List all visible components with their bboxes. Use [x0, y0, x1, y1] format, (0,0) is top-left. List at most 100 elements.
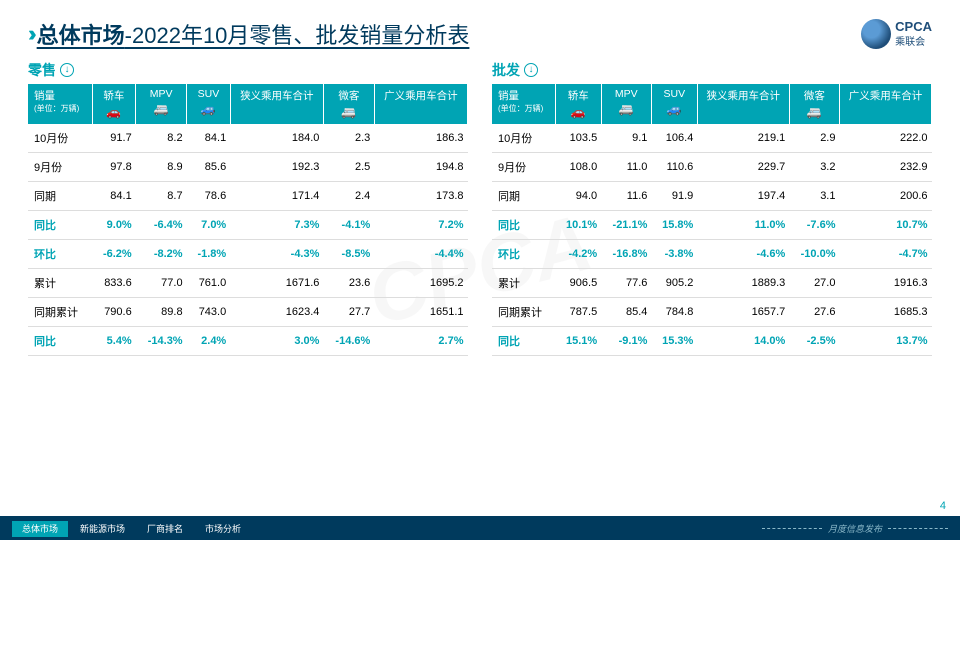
- row-label: 9月份: [28, 153, 92, 182]
- footer-tab[interactable]: 总体市场: [12, 521, 68, 537]
- cell: -21.1%: [601, 211, 651, 240]
- cell: 14.0%: [697, 327, 789, 356]
- cell: 2.9: [789, 124, 839, 153]
- cell: 7.3%: [230, 211, 323, 240]
- col-header: 轿车🚗: [555, 84, 601, 124]
- footer-tabs: 总体市场新能源市场厂商排名市场分析: [12, 522, 253, 535]
- cell: 10.7%: [839, 211, 931, 240]
- col-header: 销量(单位：万辆): [492, 84, 555, 124]
- content: 零售 ↓ 销量(单位：万辆)轿车🚗MPV🚐SUV🚙狭义乘用车合计微客🚐广义乘用车…: [28, 60, 932, 502]
- col-header: 销量(单位：万辆): [28, 84, 92, 124]
- cell: 89.8: [136, 298, 187, 327]
- cell: 219.1: [697, 124, 789, 153]
- cell: -16.8%: [601, 240, 651, 269]
- cell: 77.0: [136, 269, 187, 298]
- cell: 222.0: [839, 124, 931, 153]
- footer: 总体市场新能源市场厂商排名市场分析 月度信息发布: [0, 516, 960, 540]
- cell: 11.0: [601, 153, 651, 182]
- table-row: 10月份91.78.284.1184.02.3186.3: [28, 124, 468, 153]
- cell: 1685.3: [839, 298, 931, 327]
- table-row: 累计833.677.0761.01671.623.61695.2: [28, 269, 468, 298]
- retail-table: 销量(单位：万辆)轿车🚗MPV🚐SUV🚙狭义乘用车合计微客🚐广义乘用车合计 10…: [28, 84, 468, 356]
- cell: -4.1%: [323, 211, 374, 240]
- row-label: 累计: [492, 269, 555, 298]
- table-row: 同期累计790.689.8743.01623.427.71651.1: [28, 298, 468, 327]
- cell: 27.7: [323, 298, 374, 327]
- page-number: 4: [940, 500, 946, 512]
- footer-tab[interactable]: 市场分析: [195, 521, 251, 537]
- table-row: 同比10.1%-21.1%15.8%11.0%-7.6%10.7%: [492, 211, 932, 240]
- cell: -8.2%: [136, 240, 187, 269]
- panel-title-text: 零售: [28, 60, 56, 80]
- row-label: 同期累计: [492, 298, 555, 327]
- cell: 77.6: [601, 269, 651, 298]
- cell: 194.8: [374, 153, 467, 182]
- cell: 232.9: [839, 153, 931, 182]
- cell: 1889.3: [697, 269, 789, 298]
- cell: 108.0: [555, 153, 601, 182]
- panel-title-wholesale: 批发 ↓: [492, 60, 932, 80]
- cell: 2.4%: [187, 327, 231, 356]
- cell: 9.0%: [92, 211, 136, 240]
- cell: -7.6%: [789, 211, 839, 240]
- table-row: 同期84.18.778.6171.42.4173.8: [28, 182, 468, 211]
- cell: 15.8%: [651, 211, 697, 240]
- cell: 5.4%: [92, 327, 136, 356]
- cell: -6.4%: [136, 211, 187, 240]
- down-arrow-icon: ↓: [60, 63, 74, 77]
- cell: 2.7%: [374, 327, 467, 356]
- col-header: 广义乘用车合计: [839, 84, 931, 124]
- table-row: 同比9.0%-6.4%7.0%7.3%-4.1%7.2%: [28, 211, 468, 240]
- panel-wholesale: 批发 ↓ 销量(单位：万辆)轿车🚗MPV🚐SUV🚙狭义乘用车合计微客🚐广义乘用车…: [492, 60, 932, 502]
- col-header: 微客🚐: [789, 84, 839, 124]
- table-row: 10月份103.59.1106.4219.12.9222.0: [492, 124, 932, 153]
- row-label: 同期累计: [28, 298, 92, 327]
- row-label: 同比: [28, 327, 92, 356]
- cell: 229.7: [697, 153, 789, 182]
- cell: 184.0: [230, 124, 323, 153]
- cell: 200.6: [839, 182, 931, 211]
- cell: 27.0: [789, 269, 839, 298]
- row-label: 同比: [28, 211, 92, 240]
- cell: -4.3%: [230, 240, 323, 269]
- footer-tab[interactable]: 厂商排名: [137, 521, 193, 537]
- footer-tab[interactable]: 新能源市场: [70, 521, 135, 537]
- table-row: 环比-6.2%-8.2%-1.8%-4.3%-8.5%-4.4%: [28, 240, 468, 269]
- cell: 197.4: [697, 182, 789, 211]
- cell: 110.6: [651, 153, 697, 182]
- cell: -9.1%: [601, 327, 651, 356]
- title-sub: -2022年10月零售、批发销量分析表: [125, 18, 470, 50]
- table-row: 同期94.011.691.9197.43.1200.6: [492, 182, 932, 211]
- cell: 906.5: [555, 269, 601, 298]
- panel-title-retail: 零售 ↓: [28, 60, 468, 80]
- cell: 192.3: [230, 153, 323, 182]
- cell: 15.3%: [651, 327, 697, 356]
- cell: 905.2: [651, 269, 697, 298]
- cell: 84.1: [187, 124, 231, 153]
- cell: 171.4: [230, 182, 323, 211]
- table-head: 销量(单位：万辆)轿车🚗MPV🚐SUV🚙狭义乘用车合计微客🚐广义乘用车合计: [28, 84, 468, 124]
- row-label: 同期: [492, 182, 555, 211]
- cell: 743.0: [187, 298, 231, 327]
- footer-right-text: 月度信息发布: [828, 522, 882, 535]
- table-row: 9月份108.011.0110.6229.73.2232.9: [492, 153, 932, 182]
- cell: 91.9: [651, 182, 697, 211]
- cell: 23.6: [323, 269, 374, 298]
- cell: 186.3: [374, 124, 467, 153]
- table-row: 9月份97.88.985.6192.32.5194.8: [28, 153, 468, 182]
- cell: 1651.1: [374, 298, 467, 327]
- logo-en: CPCA: [895, 20, 932, 33]
- footer-line-icon: [762, 528, 822, 529]
- wholesale-table: 销量(单位：万辆)轿车🚗MPV🚐SUV🚙狭义乘用车合计微客🚐广义乘用车合计 10…: [492, 84, 932, 356]
- cell: 173.8: [374, 182, 467, 211]
- cell: 8.2: [136, 124, 187, 153]
- cell: 9.1: [601, 124, 651, 153]
- cell: 27.6: [789, 298, 839, 327]
- footer-right: 月度信息发布: [762, 522, 948, 535]
- row-label: 环比: [28, 240, 92, 269]
- cell: 790.6: [92, 298, 136, 327]
- table-body: 10月份91.78.284.1184.02.3186.39月份97.88.985…: [28, 124, 468, 356]
- cell: 103.5: [555, 124, 601, 153]
- down-arrow-icon: ↓: [524, 63, 538, 77]
- cell: 11.6: [601, 182, 651, 211]
